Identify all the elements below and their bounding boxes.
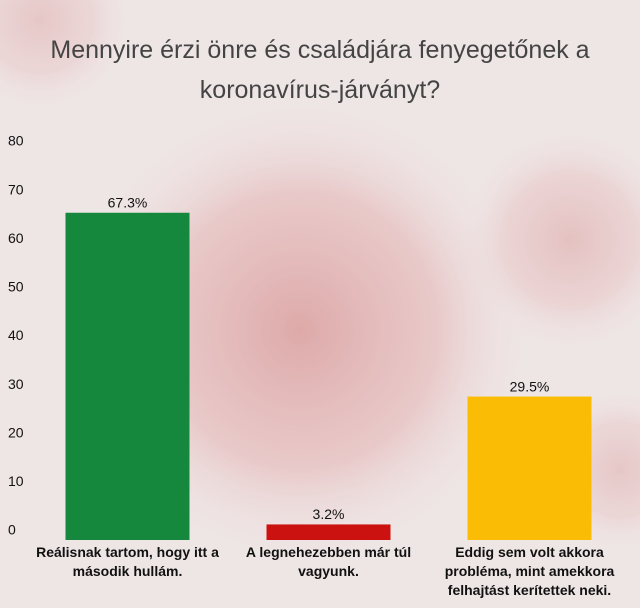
y-tick-label: 70 [8, 181, 24, 197]
chart-title: Mennyire érzi önre és családjára fenyege… [50, 36, 590, 104]
x-tick-label: Reálisnak tartom, hogy itt a második hul… [36, 544, 219, 579]
y-tick-label: 50 [8, 279, 24, 295]
value-label: 67.3% [108, 194, 148, 210]
bar [65, 212, 190, 540]
value-label: 3.2% [313, 506, 345, 522]
value-label: 29.5% [510, 378, 550, 394]
y-tick-label: 20 [8, 424, 24, 440]
y-tick-label: 60 [8, 230, 24, 246]
y-tick-label: 40 [8, 327, 24, 343]
bar [467, 396, 592, 540]
x-tick-label: Eddig sem volt akkora probléma, mint ame… [444, 544, 615, 598]
x-tick-label: A legnehezebben már túl vagyunk. [245, 544, 412, 579]
y-tick-label: 0 [8, 522, 16, 538]
y-tick-label: 30 [8, 376, 24, 392]
y-tick-label: 80 [8, 133, 24, 149]
y-tick-label: 10 [8, 473, 24, 489]
bar [266, 524, 391, 540]
